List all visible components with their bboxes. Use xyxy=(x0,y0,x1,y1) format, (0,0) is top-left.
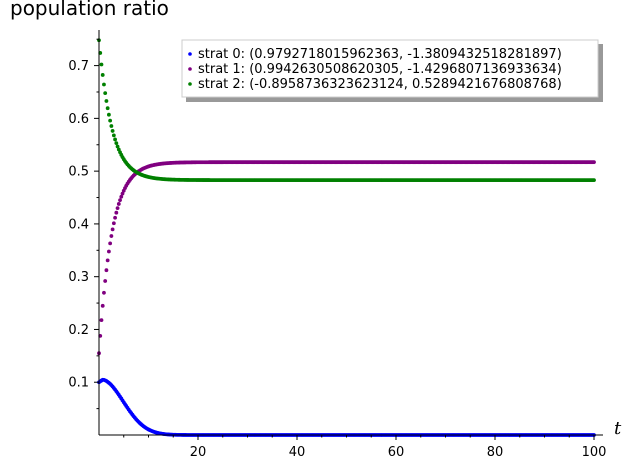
series-2-point xyxy=(115,144,120,149)
legend-marker-2 xyxy=(188,82,192,86)
series-1-point xyxy=(104,268,109,273)
series-1-point xyxy=(108,241,113,246)
y-tick-label: 0.2 xyxy=(68,323,89,338)
series-2-point xyxy=(113,137,117,142)
x-tick-label: 80 xyxy=(487,445,504,460)
series-2-point xyxy=(592,178,596,183)
series-1-point xyxy=(119,194,124,199)
series-1-point xyxy=(592,160,596,165)
series-2-point xyxy=(99,62,104,67)
series-1-point xyxy=(107,249,111,254)
series-1-point xyxy=(110,227,115,232)
series-1-point xyxy=(118,198,122,203)
x-tick-label: 100 xyxy=(582,445,607,460)
y-tick-label: 0.1 xyxy=(68,376,89,391)
legend: strat 0: (0.9792718015962363, -1.3809432… xyxy=(181,39,603,102)
series-2-point xyxy=(105,106,110,111)
series-1-point xyxy=(105,258,110,263)
chart-title: population ratio xyxy=(10,0,169,20)
x-tick-label: 20 xyxy=(190,445,207,460)
y-tick-label: 0.3 xyxy=(68,270,89,285)
legend-marker-1 xyxy=(188,67,192,71)
x-tick-label: 40 xyxy=(289,445,306,460)
series-2-point xyxy=(104,99,109,103)
legend-entry-1: strat 1: (0.9942630508620305, -1.4296807… xyxy=(198,62,562,77)
series-1-point xyxy=(111,221,116,226)
series-1-point xyxy=(116,202,121,206)
series-2-point xyxy=(114,141,119,146)
series-2-point xyxy=(110,129,115,133)
legend-box xyxy=(181,39,599,98)
series-1-point xyxy=(114,210,119,215)
series-1-point xyxy=(103,279,108,283)
legend-entry-0: strat 0: (0.9792718015962363, -1.3809432… xyxy=(198,47,562,62)
series-2-point xyxy=(103,91,108,96)
series-1-point xyxy=(109,234,114,238)
series-1-point xyxy=(99,318,104,323)
series-1-point xyxy=(102,290,106,295)
series-2-point xyxy=(108,118,113,123)
legend-marker-0 xyxy=(188,52,192,56)
y-tick-label: 0.6 xyxy=(68,112,89,127)
series-1-point xyxy=(120,191,125,196)
series-1-point xyxy=(115,206,120,211)
y-tick-label: 0.7 xyxy=(68,59,89,74)
series-2-point xyxy=(111,133,116,138)
y-tick-label: 0.4 xyxy=(68,217,89,232)
series-1-point xyxy=(100,303,105,308)
y-tick-label: 0.5 xyxy=(68,165,89,180)
axes: 20 40 60 80 100 0.1 0.2 0.3 0.4 0.5 0.6 0.7 t xyxy=(68,30,622,460)
x-axis-label: t xyxy=(614,418,622,439)
x-tick-label: 60 xyxy=(388,445,405,460)
series-2-point xyxy=(107,112,111,117)
series-2-point xyxy=(100,73,105,77)
legend-entry-2: strat 2: (-0.8958736323623124, 0.5289421… xyxy=(198,77,562,92)
series-2-point xyxy=(102,82,106,87)
series-1-point xyxy=(113,215,117,220)
series-2-point xyxy=(109,124,114,128)
